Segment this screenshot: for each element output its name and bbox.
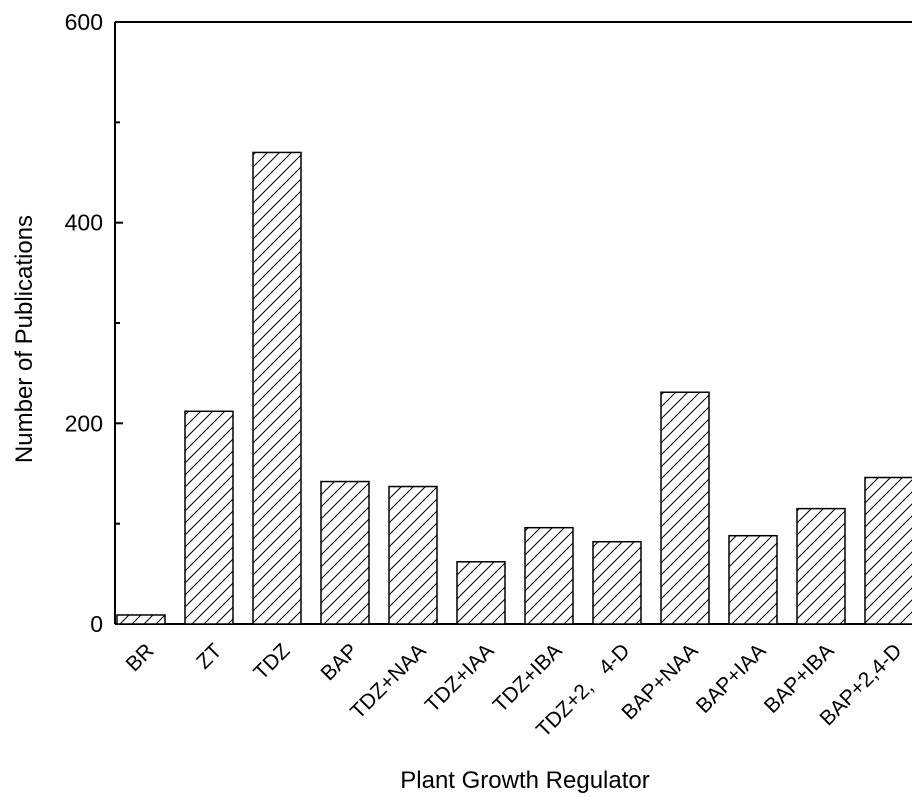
x-category-label: BR (122, 639, 159, 676)
x-category-label: TDZ (249, 639, 294, 684)
bar (184, 410, 234, 625)
x-category-label: BAP+IAA (692, 639, 771, 718)
x-category-label: BAP (317, 639, 363, 685)
bar (524, 526, 574, 625)
y-tick-label: 600 (65, 9, 103, 35)
bar (388, 485, 438, 625)
bar (864, 476, 912, 625)
bar (320, 480, 370, 625)
bar (796, 507, 846, 625)
bar (592, 540, 642, 625)
y-tick-label: 400 (65, 210, 103, 236)
x-category-label: ZT (192, 639, 227, 674)
bars (116, 151, 912, 625)
bar (660, 391, 710, 625)
bar (728, 534, 778, 625)
bar (456, 561, 506, 625)
y-tick-label: 200 (65, 410, 103, 436)
y-axis-title: Number of Publications (11, 215, 38, 463)
x-category-label: TDZ+IAA (421, 639, 499, 717)
x-axis-title: Plant Growth Regulator (400, 767, 649, 794)
bar (116, 614, 166, 625)
y-ticks: 0 200 400 600 (65, 9, 123, 637)
y-tick-label: 0 (90, 611, 103, 637)
bar (252, 151, 302, 625)
